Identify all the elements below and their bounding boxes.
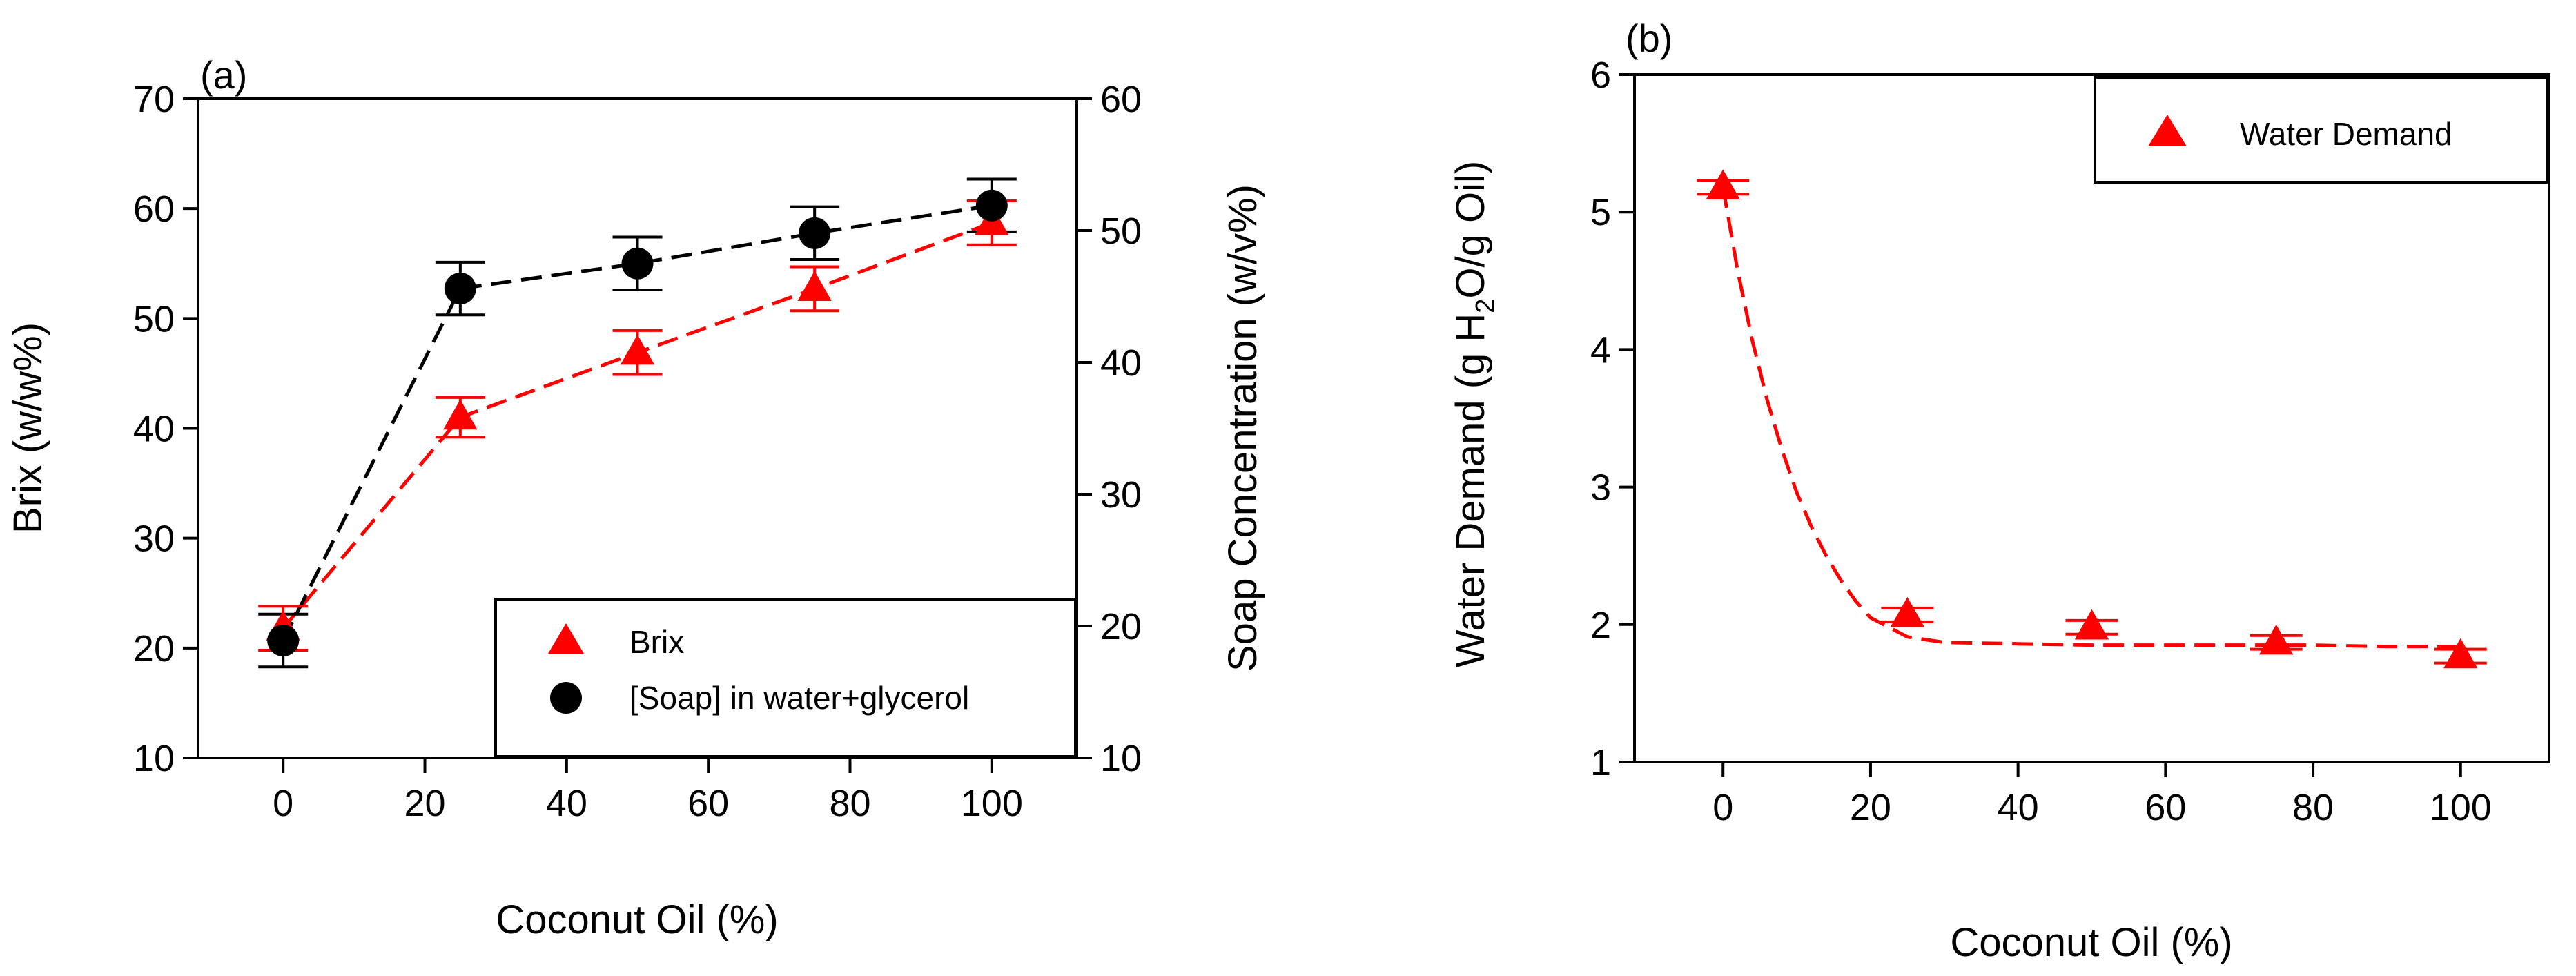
- data-point-s1-1: [444, 273, 476, 305]
- panel-b-legend: Water Demand: [2094, 76, 2548, 184]
- panel-b-markers: [1706, 169, 2478, 669]
- data-point-s0-2: [620, 334, 655, 365]
- panel-b-y-axis-title-subscript: 2: [1471, 299, 1500, 313]
- panel-b-x-tick-label: 0: [1713, 787, 1733, 828]
- panel-b-fit-curve: [1721, 186, 2461, 649]
- legend-label-water-demand: Water Demand: [2240, 116, 2452, 152]
- panel-a-legend: Brix [Soap] in water+glycerol: [494, 598, 1077, 758]
- panel-b-plot-frame: [1633, 73, 2550, 763]
- panel-a-left-tick-label: 30: [133, 518, 175, 560]
- panel-a-error-bars: [258, 177, 1017, 669]
- panel-a-label: (a): [200, 53, 247, 97]
- panel-b-error-bars: [1697, 179, 2487, 665]
- fit-curve-line: [1721, 186, 2461, 649]
- water-demand-point-2: [2074, 609, 2109, 640]
- panel-a-markers: [266, 189, 1009, 657]
- panel-b-y-tick-label: 4: [1590, 329, 1611, 371]
- panel-b-x-tick-label: 40: [1998, 787, 2039, 828]
- panel-b-x-tick-label: 100: [2430, 787, 2492, 828]
- panel-b-y-tick-label: 3: [1590, 467, 1611, 509]
- panel-a-y2-axis-title: Soap Concentration (w/v%): [1220, 184, 1265, 672]
- panel-b-x-axis: 0 20 40 60 80 100: [1713, 762, 2492, 828]
- legend-marker-soap: [550, 682, 582, 714]
- panel-a-x-tick-label: 80: [829, 783, 870, 824]
- panel-b-x-tick-label: 20: [1850, 787, 1891, 828]
- panel-b-y-axis: 1 2 3 4 5 6: [1590, 55, 1635, 783]
- panel-a-right-tick-label: 60: [1100, 79, 1142, 120]
- legend-label-soap: [Soap] in water+glycerol: [630, 680, 969, 716]
- series-line-1: [281, 204, 993, 642]
- water-demand-point-0: [1706, 169, 1740, 200]
- panel-b-y-axis-title: Water Demand (g H2O/g Oil): [1448, 161, 1500, 668]
- panel-a-left-tick-label: 10: [133, 738, 175, 779]
- panel-a-left-tick-label: 60: [133, 188, 175, 230]
- legend-label-brix: Brix: [630, 624, 684, 660]
- panel-a-y-axis-title: Brix (w/w%): [6, 322, 50, 534]
- panel-a-left-tick-label: 20: [133, 628, 175, 670]
- panel-a-legend-box: [494, 598, 1077, 758]
- panel-a-right-tick-label: 10: [1100, 738, 1142, 779]
- data-point-s0-1: [443, 399, 478, 430]
- panel-b-x-axis-title: Coconut Oil (%): [1950, 920, 2232, 965]
- panel-a-x-axis: 0 20 40 60 80 100: [273, 758, 1023, 824]
- panel-a-x-tick-label: 100: [961, 783, 1023, 824]
- panel-b-label: (b): [1626, 17, 1672, 60]
- panel-b-y-tick-label: 6: [1590, 55, 1611, 96]
- panel-b-y-tick-label: 1: [1590, 742, 1611, 783]
- data-point-s1-4: [975, 189, 1008, 222]
- panel-b-y-tick-label: 2: [1590, 605, 1611, 646]
- legend-marker-water-demand: [2148, 115, 2187, 146]
- data-point-s1-2: [621, 247, 654, 280]
- panel-a-right-tick-label: 30: [1100, 474, 1142, 516]
- panel-a-x-tick-label: 20: [404, 783, 445, 824]
- panel-a-right-tick-label: 20: [1100, 606, 1142, 647]
- water-demand-point-1: [1890, 596, 1925, 627]
- water-demand-point-4: [2443, 638, 2478, 669]
- panel-a-x-axis-title: Coconut Oil (%): [496, 897, 778, 942]
- panel-a-left-tick-label: 50: [133, 298, 175, 340]
- panel-a-x-tick-label: 0: [273, 783, 293, 824]
- panel-b-x-tick-label: 60: [2145, 787, 2186, 828]
- panel-a-x-tick-label: 40: [546, 783, 587, 824]
- panel-a-left-axis: 10 20 30 40 50 60 70: [133, 79, 198, 779]
- data-point-s0-3: [797, 271, 832, 302]
- panel-a: (a) 10 20 30 40 50 60 70 10 20 30 40 50 60 0 20 40 60 8…: [6, 53, 1265, 942]
- panel-a-left-tick-label: 40: [133, 409, 175, 450]
- panel-a-right-tick-label: 50: [1100, 211, 1142, 252]
- panel-b-x-tick-label: 80: [2292, 787, 2334, 828]
- data-point-s1-0: [267, 625, 300, 657]
- panel-a-left-tick-label: 70: [133, 79, 175, 120]
- panel-a-right-axis: 10 20 30 40 50 60: [1077, 79, 1142, 779]
- panel-a-right-tick-label: 40: [1100, 342, 1142, 384]
- legend-marker-brix: [548, 623, 584, 654]
- panel-b-y-axis-title-part2: O/g Oil): [1448, 161, 1493, 299]
- panel-b-y-axis-title-part1: Water Demand (g H: [1448, 313, 1493, 668]
- panel-a-x-tick-label: 60: [687, 783, 729, 824]
- data-point-s1-3: [799, 217, 831, 249]
- water-demand-point-3: [2258, 624, 2294, 655]
- panel-b-y-tick-label: 5: [1590, 192, 1611, 233]
